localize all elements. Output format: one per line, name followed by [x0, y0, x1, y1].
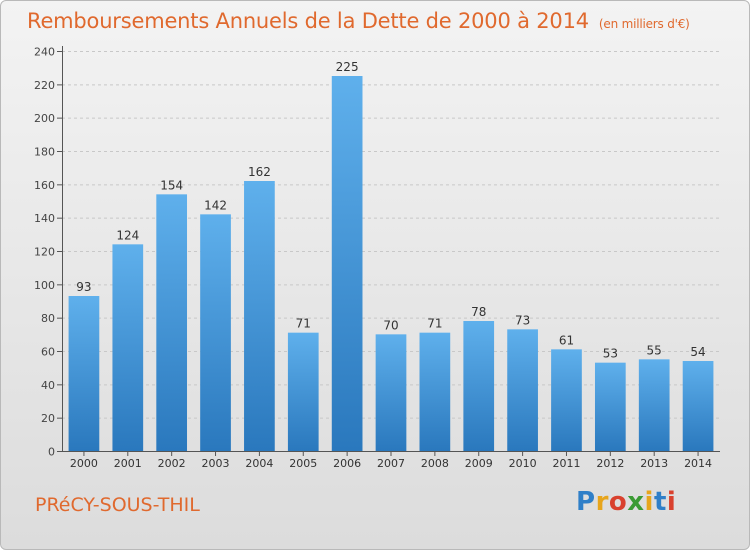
chart-title: Remboursements Annuels de la Dette de 20… [27, 9, 690, 33]
bar-2006 [331, 76, 363, 451]
y-tick-label: 100 [34, 279, 55, 292]
data-label-2001: 124 [116, 228, 139, 242]
data-label-2014: 54 [690, 345, 705, 359]
x-tick-label-2006: 2006 [333, 457, 361, 470]
bar-2000 [68, 296, 100, 451]
bar-2009 [463, 321, 495, 451]
bar-2003 [200, 214, 231, 451]
bar-2005 [287, 332, 319, 451]
y-tick-label: 120 [34, 246, 55, 259]
x-tick-label-2009: 2009 [465, 457, 493, 470]
x-tick-label-2013: 2013 [640, 457, 668, 470]
y-tick-label: 60 [41, 346, 55, 359]
data-label-2008: 71 [427, 317, 442, 331]
proxiti-logo: Proxiti [576, 487, 677, 517]
x-tick-label-2000: 2000 [70, 457, 98, 470]
x-tick-label-2008: 2008 [421, 457, 449, 470]
data-label-2012: 53 [603, 347, 618, 361]
x-tick-label-2003: 2003 [202, 457, 230, 470]
x-tick-label-2007: 2007 [377, 457, 405, 470]
bar-2011 [551, 349, 582, 451]
data-label-2009: 78 [471, 305, 486, 319]
bar-2002 [156, 194, 188, 452]
bar-2012 [594, 362, 626, 451]
x-tick-label-2011: 2011 [552, 457, 580, 470]
commune-name: PRéCY-SOUS-THIL [35, 494, 200, 516]
bar-2004 [244, 181, 275, 451]
bar-2008 [419, 332, 451, 451]
bar-2010 [507, 329, 538, 451]
y-tick-label: 200 [34, 112, 55, 125]
data-label-2003: 142 [204, 198, 227, 212]
y-tick-label: 0 [48, 446, 55, 459]
data-label-2000: 93 [76, 280, 91, 294]
bar-2007 [375, 334, 407, 451]
y-tick-label: 80 [41, 312, 55, 325]
chart-unit-label: (en milliers d'€) [598, 17, 690, 31]
data-label-2010: 73 [515, 313, 530, 327]
x-tick-label-2005: 2005 [289, 457, 317, 470]
y-tick-label: 180 [34, 146, 55, 159]
bars [68, 76, 714, 452]
data-label-2013: 55 [647, 343, 662, 357]
data-label-2005: 71 [296, 317, 311, 331]
x-tick-label-2012: 2012 [596, 457, 624, 470]
bar-2001 [112, 244, 144, 451]
bar-2013 [638, 359, 670, 451]
labels: 93 2000 124 2001 154 2002 142 2003 162 2004 71 2005… [70, 60, 712, 470]
x-tick-label-2010: 2010 [509, 457, 537, 470]
x-tick-label-2004: 2004 [245, 457, 273, 470]
x-tick-label-2002: 2002 [158, 457, 186, 470]
x-tick-label-2014: 2014 [684, 457, 712, 470]
data-label-2007: 70 [383, 318, 398, 332]
axes: 0 20 40 60 80 100 120 140 160 180 200 220 240 [34, 46, 720, 459]
data-label-2011: 61 [559, 333, 574, 347]
bar-2014 [682, 361, 714, 451]
y-tick-label: 240 [34, 46, 55, 59]
y-tick-label: 160 [34, 179, 55, 192]
data-label-2006: 225 [336, 60, 359, 74]
y-tick-label: 140 [34, 212, 55, 225]
data-label-2002: 154 [160, 178, 183, 192]
y-tick-label: 220 [34, 79, 55, 92]
y-tick-label: 20 [41, 412, 55, 425]
data-label-2004: 162 [248, 165, 271, 179]
y-tick-label: 40 [41, 379, 55, 392]
chart-title-text: Remboursements Annuels de la Dette de 20… [27, 9, 589, 33]
x-tick-label-2001: 2001 [114, 457, 142, 470]
